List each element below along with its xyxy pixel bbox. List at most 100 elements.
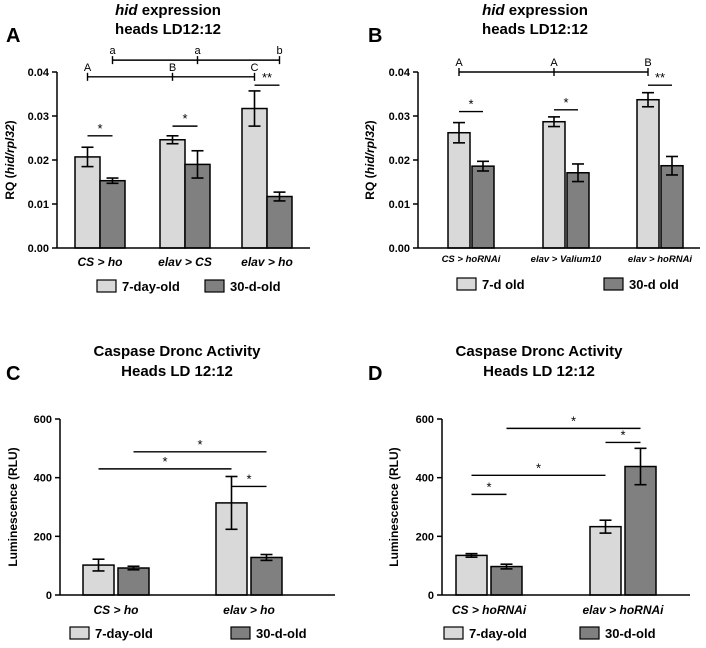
y-tick-label: 400: [34, 473, 52, 485]
group-letter: A: [455, 57, 463, 69]
group-letter: a: [109, 45, 116, 57]
y-tick-label: 0.01: [389, 199, 410, 211]
bar-old: [99, 179, 126, 249]
chart-title: Caspase Dronc Activity: [455, 343, 623, 360]
legend-label: 7-day-old: [122, 279, 180, 294]
legend-swatch-old: [204, 279, 225, 293]
panel-d: D Caspase Dronc Activity Heads LD 12:12 Lum…: [368, 343, 690, 641]
significance-label: *: [97, 121, 102, 136]
y-tick-label: 0.04: [28, 67, 50, 79]
bar-old: [266, 195, 293, 249]
group-letter: A: [84, 62, 92, 74]
chart-title: Caspase Dronc Activity: [93, 343, 261, 360]
legend-swatch-young: [69, 626, 90, 640]
legend-swatch-young: [96, 279, 117, 293]
y-tick-label: 0.03: [28, 111, 49, 123]
legend-swatch-young: [443, 626, 464, 640]
bar-young: [159, 139, 186, 249]
bar-old: [250, 556, 283, 596]
legend-label: 7-day-old: [95, 626, 153, 641]
bar-old: [490, 565, 523, 596]
y-tick-label: 0.03: [389, 111, 410, 123]
bar-young: [241, 107, 268, 249]
panel-letter: B: [368, 25, 382, 47]
y-tick-label: 0.00: [28, 243, 49, 255]
legend-label: 7-d old: [482, 277, 525, 292]
x-category-label: elav > ho: [223, 603, 275, 617]
x-category-label: elav > ho: [241, 255, 293, 269]
significance-label: *: [246, 471, 251, 486]
legend-label: 7-day-old: [469, 626, 527, 641]
significance-label: **: [262, 70, 272, 85]
y-axis-label: RQ (hid/rpl32): [363, 120, 377, 199]
bar-old: [566, 172, 590, 249]
x-category-label: elav > hoRNAi: [628, 254, 693, 265]
significance-label: *: [536, 460, 541, 475]
y-tick-label: 0: [46, 590, 52, 602]
bar-old: [660, 164, 684, 249]
significance-label: *: [468, 97, 473, 112]
significance-label: *: [571, 413, 576, 428]
y-tick-label: 0.02: [28, 155, 49, 167]
x-category-label: elav > hoRNAi: [582, 603, 664, 617]
y-tick-label: 600: [416, 414, 434, 426]
group-letter: A: [550, 57, 558, 69]
significance-label: *: [486, 479, 491, 494]
x-category-label: CS > ho: [93, 603, 138, 617]
x-category-label: CS > hoRNAi: [452, 603, 527, 617]
y-tick-label: 200: [34, 531, 52, 543]
y-tick-label: 0.02: [389, 155, 410, 167]
group-letter: B: [169, 62, 176, 74]
bar-old: [117, 567, 150, 596]
bar-young: [447, 131, 471, 249]
x-category-label: elav > CS: [158, 255, 212, 269]
x-category-label: CS > hoRNAi: [442, 254, 501, 265]
bar-old: [624, 465, 657, 596]
y-axis-label: Luminescence (RLU): [6, 447, 20, 566]
chart-title: hid expression: [115, 2, 221, 19]
chart-title: hid expression: [482, 2, 588, 19]
significance-label: *: [182, 111, 187, 126]
legend-swatch-old: [579, 626, 600, 640]
y-tick-label: 0.01: [28, 199, 49, 211]
y-tick-label: 0: [428, 590, 434, 602]
panel-letter: D: [368, 363, 382, 385]
significance-label: *: [197, 437, 202, 452]
bar-young: [542, 120, 566, 249]
y-axis-label: RQ (hid/rpl32): [3, 120, 17, 199]
legend-label: 30-d old: [629, 277, 679, 292]
bar-young: [589, 525, 622, 596]
group-letter: a: [194, 45, 201, 57]
y-tick-label: 0.00: [389, 243, 410, 255]
significance-label: *: [162, 454, 167, 469]
panel-c: C Caspase Dronc Activity Heads LD 12:12 Lum…: [6, 343, 335, 641]
legend-label: 30-d-old: [230, 279, 281, 294]
y-tick-label: 400: [416, 473, 434, 485]
chart-subtitle: heads LD12:12: [115, 21, 221, 38]
bar-young: [636, 98, 660, 249]
legend-swatch-old: [603, 277, 624, 291]
y-tick-label: 600: [34, 414, 52, 426]
panel-letter: C: [6, 363, 20, 385]
chart-subtitle: heads LD12:12: [482, 21, 588, 38]
legend-label: 30-d-old: [605, 626, 656, 641]
x-category-label: elav > Valium10: [531, 254, 602, 265]
legend-label: 30-d-old: [256, 626, 307, 641]
y-axis-label: Luminescence (RLU): [387, 447, 401, 566]
bar-young: [74, 156, 101, 249]
y-tick-label: 0.04: [389, 67, 411, 79]
group-letter: C: [251, 62, 259, 74]
legend-swatch-old: [230, 626, 251, 640]
group-letter: B: [644, 57, 651, 69]
significance-label: *: [563, 95, 568, 110]
y-tick-label: 200: [416, 531, 434, 543]
panel-letter: A: [6, 25, 20, 47]
chart-subtitle: Heads LD 12:12: [121, 363, 233, 380]
legend-swatch-young: [456, 277, 477, 291]
significance-label: **: [655, 70, 665, 85]
group-letter: b: [276, 45, 282, 57]
bar-old: [471, 165, 495, 249]
